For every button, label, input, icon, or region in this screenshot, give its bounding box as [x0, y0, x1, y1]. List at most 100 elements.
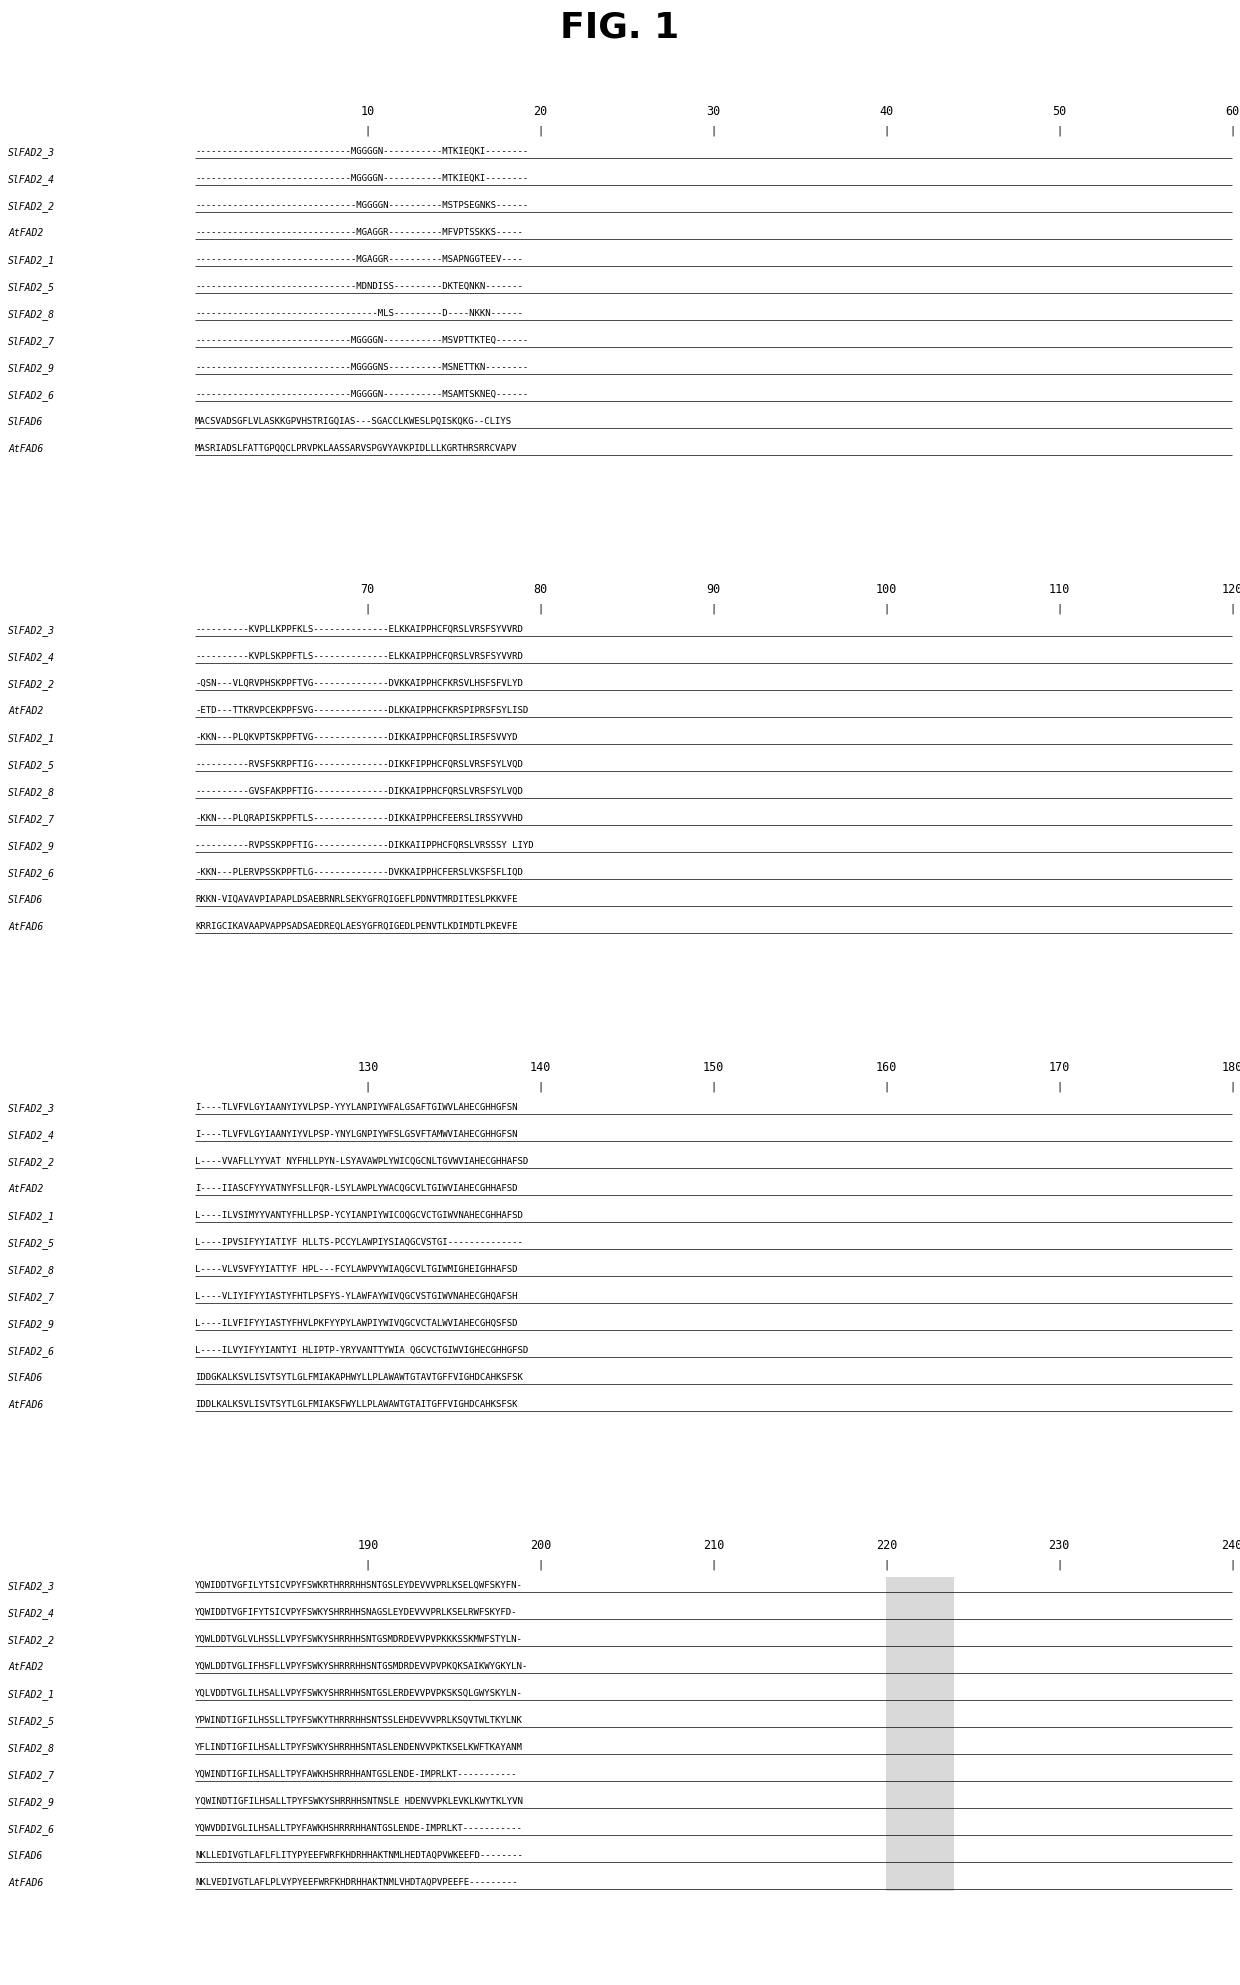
Text: SlFAD2_8: SlFAD2_8 — [7, 310, 55, 320]
Text: SlFAD2_1: SlFAD2_1 — [7, 1689, 55, 1699]
Text: SlFAD2_7: SlFAD2_7 — [7, 814, 55, 826]
Text: AtFAD6: AtFAD6 — [7, 445, 43, 455]
Text: SlFAD2_5: SlFAD2_5 — [7, 1239, 55, 1249]
Text: SlFAD2_6: SlFAD2_6 — [7, 867, 55, 879]
Text: |: | — [711, 1558, 717, 1570]
Text: L----ILVFIFYYIASTYFHVLPKFYYPYLAWPIYWIVQGCVCTALWVIAHECGHQSFSD: L----ILVFIFYYIASTYFHVLPKFYYPYLAWPIYWIVQG… — [195, 1318, 517, 1328]
Text: L----ILVYIFYYIANTYI HLIPTP-YRYVANTTYWIA QGCVCTGIWVIGHECGHHGFSD: L----ILVYIFYYIANTYI HLIPTP-YRYVANTTYWIA … — [195, 1346, 528, 1356]
Text: SlFAD2_7: SlFAD2_7 — [7, 335, 55, 347]
Text: YQWIDDTVGFIFYTSICVPYFSWKYSHRRHHSNAGSLEYDEVVVPRLKSELRWFSKYFD-: YQWIDDTVGFIFYTSICVPYFSWKYSHRRHHSNAGSLEYD… — [195, 1608, 517, 1618]
Text: |: | — [883, 1082, 889, 1092]
Text: SlFAD2_6: SlFAD2_6 — [7, 1824, 55, 1834]
Text: SlFAD2_9: SlFAD2_9 — [7, 1318, 55, 1330]
Text: SlFAD2_3: SlFAD2_3 — [7, 1104, 55, 1114]
Text: |: | — [1229, 603, 1235, 613]
Text: SlFAD2_7: SlFAD2_7 — [7, 1771, 55, 1781]
Text: ------------------------------MGAGGR----------MFVPTSSKKS-----: ------------------------------MGAGGR----… — [195, 228, 523, 236]
Text: YQWIDDTVGFILYTSICVPYFSWKRTHRRRHHSNTGSLEYDEVVVPRLKSELQWFSKYFN-: YQWIDDTVGFILYTSICVPYFSWKRTHRRRHHSNTGSLEY… — [195, 1580, 523, 1590]
Text: 50: 50 — [1052, 105, 1066, 117]
Text: L----VVAFLLYYVAT NYFHLLPYN-LSYAVAWPLYWICQGCNLTGVWVIAHECGHHAFSD: L----VVAFLLYYVAT NYFHLLPYN-LSYAVAWPLYWIC… — [195, 1157, 528, 1165]
Text: SlFAD2_6: SlFAD2_6 — [7, 1346, 55, 1358]
Text: SlFAD2_8: SlFAD2_8 — [7, 1264, 55, 1276]
Text: 130: 130 — [357, 1062, 378, 1074]
Text: |: | — [711, 1082, 717, 1092]
Text: MACSVADSGFLVLASKKGPVHSTRIGQIAS---SGACCLKWESLPQISKQKG--CLIYS: MACSVADSGFLVLASKKGPVHSTRIGQIAS---SGACCLK… — [195, 417, 512, 427]
Text: |: | — [1056, 125, 1063, 135]
Text: SlFAD2_2: SlFAD2_2 — [7, 679, 55, 691]
Text: L----IPVSIFYYIATIYF HLLTS-PCCYLAWPIYSIAQGCVSTGI--------------: L----IPVSIFYYIATIYF HLLTS-PCCYLAWPIYSIAQ… — [195, 1239, 523, 1247]
Text: YQWLDDTVGLVLHSSLLVPYFSWKYSHRRHHSNTGSMDRDEVVPVPKKKSSKMWFSTYLN-: YQWLDDTVGLVLHSSLLVPYFSWKYSHRRHHSNTGSMDRD… — [195, 1636, 523, 1644]
Text: SlFAD2_3: SlFAD2_3 — [7, 625, 55, 635]
Text: 60: 60 — [1225, 105, 1239, 117]
Text: SlFAD2_1: SlFAD2_1 — [7, 1211, 55, 1223]
Text: SlFAD2_5: SlFAD2_5 — [7, 282, 55, 294]
Text: AtFAD6: AtFAD6 — [7, 1878, 43, 1888]
Text: SlFAD2_1: SlFAD2_1 — [7, 732, 55, 744]
Text: SlFAD2_8: SlFAD2_8 — [7, 1743, 55, 1755]
Text: KRRIGCIKAVAAPVAPPSADSAEDREQLAESYGFRQIGEDLPENVTLKDIMDTLPKEVFE: KRRIGCIKAVAAPVAPPSADSAEDREQLAESYGFRQIGED… — [195, 921, 517, 931]
Text: 30: 30 — [707, 105, 720, 117]
Text: 150: 150 — [703, 1062, 724, 1074]
Text: 10: 10 — [361, 105, 374, 117]
Text: SlFAD2_4: SlFAD2_4 — [7, 1608, 55, 1620]
Text: 160: 160 — [875, 1062, 897, 1074]
Text: AtFAD6: AtFAD6 — [7, 1399, 43, 1409]
Text: -----------------------------MGGGGN-----------MTKIEQKI--------: -----------------------------MGGGGN-----… — [195, 175, 528, 183]
Text: MASRIADSLFATTGPQQCLPRVPKLAASSARVSPGVYAVKPIDLLLKGRTHRSRRCVAPV: MASRIADSLFATTGPQQCLPRVPKLAASSARVSPGVYAVK… — [195, 445, 517, 453]
Text: 240: 240 — [1221, 1538, 1240, 1552]
Text: SlFAD2_9: SlFAD2_9 — [7, 1796, 55, 1808]
Text: |: | — [538, 603, 544, 613]
Text: I----TLVFVLGYIAANYIYVLPSP-YYYLANPIYWFALGSAFTGIWVLAHECGHHGFSN: I----TLVFVLGYIAANYIYVLPSP-YYYLANPIYWFALG… — [195, 1104, 517, 1112]
Text: ----------KVPLSKPPFTLS--------------ELKKAIPPHCFQRSLVRSFSYVVRD: ----------KVPLSKPPFTLS--------------ELKK… — [195, 651, 523, 661]
Text: SlFAD2_6: SlFAD2_6 — [7, 389, 55, 401]
Text: |: | — [538, 1558, 544, 1570]
Text: -KKN---PLERVPSSKPPFTLG--------------DVKKAIPPHCFERSLVKSFSFLIQD: -KKN---PLERVPSSKPPFTLG--------------DVKK… — [195, 867, 523, 877]
Text: -----------------------------MGGGGN-----------MSAMTSKNEQ------: -----------------------------MGGGGN-----… — [195, 389, 528, 399]
Text: SlFAD2_9: SlFAD2_9 — [7, 842, 55, 852]
Text: NKLLEDIVGTLAFLFLITYPYEEFWRFKHDRHHAKTNMLHEDTAQPVWKEEFD--------: NKLLEDIVGTLAFLFLITYPYEEFWRFKHDRHHAKTNMLH… — [195, 1850, 523, 1860]
Text: SlFAD2_3: SlFAD2_3 — [7, 147, 55, 159]
Text: SlFAD2_9: SlFAD2_9 — [7, 363, 55, 373]
Text: 100: 100 — [875, 584, 897, 595]
Text: L----ILVSIMYYVANTYFHLLPSP-YCYIANPIYWICOQGCVCTGIWVNAHECGHHAFSD: L----ILVSIMYYVANTYFHLLPSP-YCYIANPIYWICOQ… — [195, 1211, 523, 1221]
Text: SlFAD2_4: SlFAD2_4 — [7, 175, 55, 185]
Text: SlFAD2_5: SlFAD2_5 — [7, 760, 55, 770]
Text: |: | — [1056, 1082, 1063, 1092]
Text: RKKN-VIQAVAVPIAPAPLDSAEBRNRLSEKYGFRQIGEFLPDNVTMRDITESLPKKVFE: RKKN-VIQAVAVPIAPAPLDSAEBRNRLSEKYGFRQIGEF… — [195, 895, 517, 903]
Text: |: | — [538, 125, 544, 135]
Text: IDDLKALKSVLISVTSYTLGLFMIAKSFWYLLPLAWAWTGTAITGFFVIGHDCAHKSFSK: IDDLKALKSVLISVTSYTLGLFMIAKSFWYLLPLAWAWTG… — [195, 1399, 517, 1409]
Text: YQWINDTIGFILHSALLTPYFSWKYSHRRHHSNTNSLE HDENVVPKLEVKLKWYTKLYVN: YQWINDTIGFILHSALLTPYFSWKYSHRRHHSNTNSLE H… — [195, 1796, 523, 1806]
Text: 80: 80 — [533, 584, 548, 595]
Text: |: | — [1229, 125, 1235, 135]
Text: -QSN---VLQRVPHSKPPFTVG--------------DVKKAIPPHCFKRSVLHSFSFVLYD: -QSN---VLQRVPHSKPPFTVG--------------DVKK… — [195, 679, 523, 689]
Text: NKLVEDIVGTLAFLPLVYPYEEFWRFKHDRHHAKTNMLVHDTAQPVPEEFE---------: NKLVEDIVGTLAFLPLVYPYEEFWRFKHDRHHAKTNMLVH… — [195, 1878, 517, 1888]
Text: 70: 70 — [361, 584, 374, 595]
Text: ------------------------------MGGGGN----------MSTPSEGNKS------: ------------------------------MGGGGN----… — [195, 200, 528, 210]
Text: ------------------------------MGAGGR----------MSAPNGGTEEV----: ------------------------------MGAGGR----… — [195, 254, 523, 264]
Text: AtFAD2: AtFAD2 — [7, 1183, 43, 1195]
Text: SlFAD2_1: SlFAD2_1 — [7, 254, 55, 266]
Text: |: | — [883, 1558, 889, 1570]
Text: L----VLIYIFYYIASTYFHTLPSFYS-YLAWFAYWIVQGCVSTGIWVNAHECGHQAFSH: L----VLIYIFYYIASTYFHTLPSFYS-YLAWFAYWIVQG… — [195, 1292, 517, 1300]
Text: |: | — [1229, 1558, 1235, 1570]
Text: ----------------------------------MLS---------D----NKKN------: ----------------------------------MLS---… — [195, 310, 523, 318]
Text: -ETD---TTKRVPCEKPPFSVG--------------DLKKAIPPHCFKRSPIPRSFSYLISD: -ETD---TTKRVPCEKPPFSVG--------------DLKK… — [195, 707, 528, 715]
Text: YFLINDTIGFILHSALLTPYFSWKYSHRRHHSNTASLENDENVVPKTKSELKWFTKAYANM: YFLINDTIGFILHSALLTPYFSWKYSHRRHHSNTASLEND… — [195, 1743, 523, 1753]
Text: SlFAD2_3: SlFAD2_3 — [7, 1580, 55, 1592]
Text: 190: 190 — [357, 1538, 378, 1552]
Text: YQWVDDIVGLILHSALLTPYFAWKHSHRRRHHANTGSLENDE-IMPRLKT-----------: YQWVDDIVGLILHSALLTPYFAWKHSHRRRHHANTGSLEN… — [195, 1824, 523, 1832]
Text: YQWLDDTVGLIFHSFLLVPYFSWKYSHRRRHHSNTGSMDRDEVVPVPKQKSAIKWYGKYLN-: YQWLDDTVGLIFHSFLLVPYFSWKYSHRRRHHSNTGSMDR… — [195, 1661, 528, 1671]
Text: SlFAD2_4: SlFAD2_4 — [7, 1129, 55, 1141]
Text: SlFAD2_4: SlFAD2_4 — [7, 651, 55, 663]
Text: -----------------------------MGGGGNS----------MSNETTKN--------: -----------------------------MGGGGNS----… — [195, 363, 528, 371]
Text: |: | — [365, 603, 371, 613]
Text: SlFAD2_7: SlFAD2_7 — [7, 1292, 55, 1302]
Text: IDDGKALKSVLISVTSYTLGLFMIAKAPHWYLLPLAWAWTGTAVTGFFVIGHDCAHKSFSK: IDDGKALKSVLISVTSYTLGLFMIAKAPHWYLLPLAWAWT… — [195, 1374, 523, 1382]
Text: 110: 110 — [1049, 584, 1070, 595]
Text: |: | — [883, 125, 889, 135]
Text: |: | — [1229, 1082, 1235, 1092]
Text: ------------------------------MDNDISS---------DKTEQNKN-------: ------------------------------MDNDISS---… — [195, 282, 523, 292]
Text: 180: 180 — [1221, 1062, 1240, 1074]
Text: AtFAD6: AtFAD6 — [7, 921, 43, 933]
Text: 220: 220 — [875, 1538, 897, 1552]
